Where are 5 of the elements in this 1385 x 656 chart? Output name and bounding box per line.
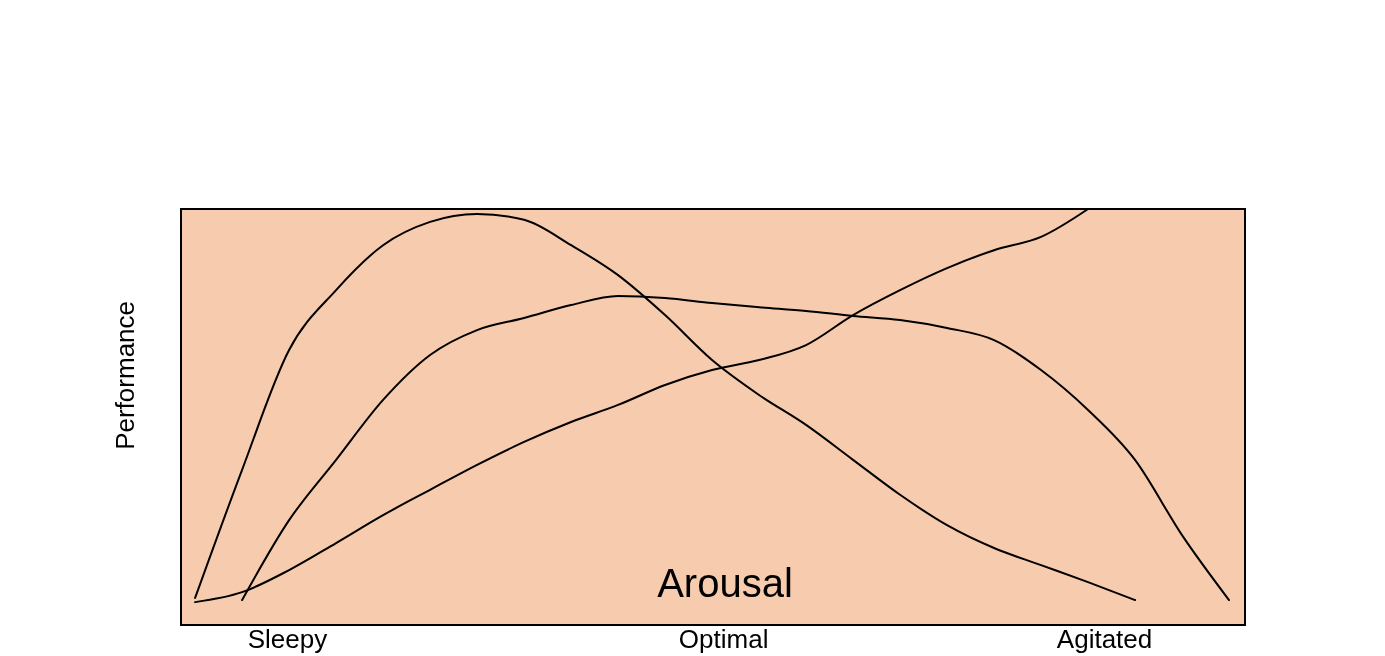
annotation: Optimal xyxy=(678,624,769,654)
y-axis-title: Performance xyxy=(110,300,140,450)
annotation: Sleepy xyxy=(247,624,328,654)
x-axis-title: Arousal xyxy=(657,561,793,605)
annotation: Agitated xyxy=(1056,624,1153,654)
